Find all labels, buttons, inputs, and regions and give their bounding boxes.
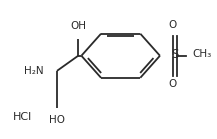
Text: CH₃: CH₃	[193, 49, 212, 59]
Text: HCl: HCl	[13, 112, 33, 122]
Text: OH: OH	[70, 21, 86, 31]
Text: H₂N: H₂N	[24, 66, 43, 76]
Text: O: O	[169, 20, 177, 30]
Text: HO: HO	[49, 115, 65, 125]
Text: O: O	[169, 79, 177, 89]
Text: S: S	[171, 48, 179, 61]
